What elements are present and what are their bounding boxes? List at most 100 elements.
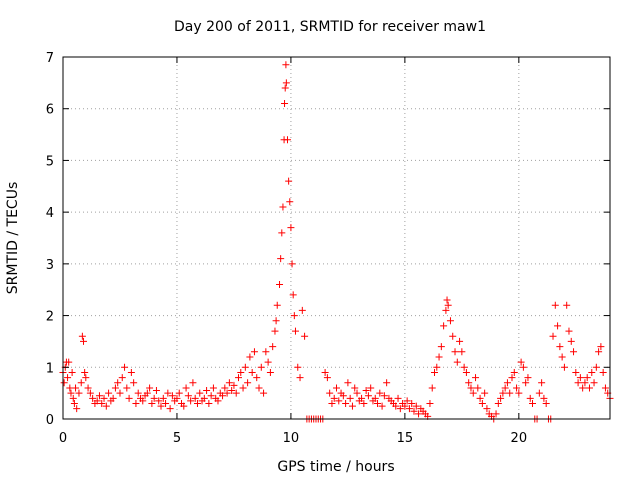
data-point [130, 379, 138, 387]
data-point [410, 407, 418, 415]
plot-frame [62, 56, 611, 420]
data-point [162, 399, 170, 407]
data-point [60, 379, 68, 387]
data-point [538, 379, 546, 387]
data-point [168, 392, 176, 400]
data-point [114, 379, 122, 387]
data-point [148, 399, 156, 407]
data-point [383, 379, 391, 387]
data-point [225, 379, 233, 387]
data-point [282, 61, 290, 69]
data-point [155, 397, 163, 405]
data-point [150, 394, 158, 402]
data-point [446, 317, 454, 325]
data-point [86, 389, 94, 397]
data-point [102, 402, 110, 410]
data-point [262, 348, 270, 356]
data-point [503, 379, 511, 387]
data-point [565, 327, 573, 335]
data-point [558, 353, 566, 361]
data-point [440, 322, 448, 330]
y-tick-label: 2 [46, 310, 54, 325]
data-point [182, 384, 190, 392]
data-point [351, 384, 359, 392]
data-point [296, 374, 304, 382]
data-point [196, 389, 204, 397]
data-point [472, 374, 480, 382]
data-point [298, 306, 306, 314]
data-point [203, 387, 211, 395]
x-tick-label: 20 [511, 431, 528, 446]
data-point [294, 363, 302, 371]
data-point [277, 255, 285, 263]
data-point [529, 399, 537, 407]
data-point [244, 379, 252, 387]
data-point [554, 322, 562, 330]
data-point [378, 402, 386, 410]
data-point [77, 379, 85, 387]
data-point [175, 389, 183, 397]
data-point [232, 389, 240, 397]
data-point [412, 402, 420, 410]
data-point [483, 405, 491, 413]
data-point [248, 368, 256, 376]
data-point [599, 368, 607, 376]
ticks-layer: 0 1 2 3 4 5 6 7 0 5 10 15 20 [46, 51, 610, 446]
data-point [266, 368, 274, 376]
data-point [237, 368, 245, 376]
data-point [428, 384, 436, 392]
data-point [353, 389, 361, 397]
data-point [549, 332, 557, 340]
data-point [426, 399, 434, 407]
data-point [360, 399, 368, 407]
data-point [499, 389, 507, 397]
data-point [339, 392, 347, 400]
data-point [257, 363, 265, 371]
data-point [517, 358, 525, 366]
data-point [279, 203, 287, 211]
data-point [458, 348, 466, 356]
data-point [139, 397, 147, 405]
data-point [524, 374, 532, 382]
data-point [330, 394, 338, 402]
data-point [187, 397, 195, 405]
x-tick-label: 10 [283, 431, 300, 446]
data-point [333, 384, 340, 392]
data-point [367, 384, 375, 392]
data-point [344, 379, 352, 387]
data-point [289, 291, 297, 299]
data-point [570, 348, 578, 356]
data-point [449, 332, 457, 340]
data-point [70, 399, 78, 407]
data-point [396, 405, 404, 413]
data-point [207, 392, 215, 400]
data-point [146, 384, 154, 392]
data-point [415, 410, 423, 418]
data-point [501, 384, 509, 392]
data-point [519, 363, 527, 371]
data-point [465, 379, 473, 387]
data-point [508, 374, 516, 382]
data-point [287, 224, 295, 232]
x-axis-title: GPS time / hours [277, 459, 394, 475]
data-point [442, 306, 450, 314]
data-point [166, 405, 174, 413]
data-point [246, 353, 254, 361]
grid-layer [63, 57, 610, 419]
y-tick-label: 6 [46, 103, 54, 118]
data-point [111, 384, 119, 392]
data-point [78, 332, 86, 340]
data-point [444, 301, 452, 309]
data-point [443, 296, 451, 304]
data-point [348, 402, 356, 410]
data-point [560, 363, 568, 371]
data-point [394, 394, 402, 402]
data-point [241, 363, 249, 371]
data-point [81, 368, 89, 376]
data-point [223, 389, 231, 397]
data-point [401, 402, 409, 410]
data-point [276, 281, 284, 289]
data-point [84, 384, 92, 392]
data-point [335, 397, 343, 405]
